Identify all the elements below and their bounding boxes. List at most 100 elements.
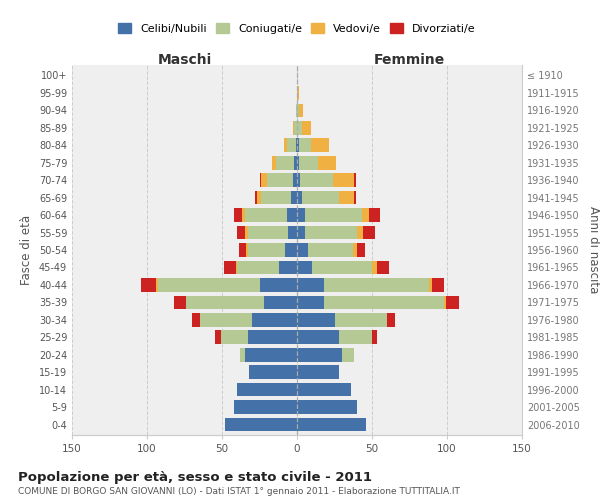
Bar (223, 260, 235, 274)
Bar (305, 226, 357, 239)
Bar (299, 156, 318, 170)
Bar (240, 348, 245, 362)
Bar (245, 208, 287, 222)
Bar (239, 243, 246, 257)
Bar (225, 418, 297, 432)
Bar (297, 383, 351, 396)
Bar (357, 226, 363, 239)
Bar (260, 174, 261, 187)
Bar (324, 296, 444, 309)
Bar (339, 191, 354, 204)
Bar (245, 348, 297, 362)
Bar (311, 138, 329, 152)
Bar (287, 138, 296, 152)
Bar (361, 208, 369, 222)
Bar (245, 226, 248, 239)
Bar (141, 278, 156, 291)
Bar (276, 156, 294, 170)
Text: Popolazione per età, sesso e stato civile - 2011: Popolazione per età, sesso e stato civil… (18, 471, 372, 484)
Bar (339, 330, 372, 344)
Bar (297, 243, 308, 257)
Bar (297, 191, 302, 204)
Bar (342, 348, 354, 362)
Bar (284, 138, 287, 152)
Bar (377, 260, 389, 274)
Bar (372, 330, 377, 344)
Bar (297, 156, 299, 170)
Bar (300, 174, 333, 187)
Bar (297, 121, 302, 134)
Bar (257, 191, 261, 204)
Bar (318, 156, 336, 170)
Bar (299, 104, 303, 117)
Bar (237, 226, 245, 239)
Bar (302, 191, 339, 204)
Bar (297, 348, 342, 362)
Bar (215, 330, 221, 344)
Bar (333, 174, 354, 187)
Bar (241, 208, 245, 222)
Bar (252, 313, 297, 326)
Bar (221, 330, 248, 344)
Bar (297, 138, 299, 152)
Bar (354, 174, 355, 187)
Bar (353, 243, 357, 257)
Bar (261, 191, 291, 204)
Bar (305, 208, 361, 222)
Bar (372, 260, 377, 274)
Bar (335, 313, 387, 326)
Bar (299, 138, 311, 152)
Bar (246, 243, 248, 257)
Bar (293, 174, 297, 187)
Y-axis label: Anni di nascita: Anni di nascita (587, 206, 599, 294)
Bar (156, 278, 157, 291)
Bar (248, 330, 297, 344)
Bar (324, 278, 429, 291)
Bar (267, 174, 293, 187)
Bar (296, 104, 297, 117)
Bar (297, 330, 339, 344)
Bar (354, 191, 355, 204)
Bar (237, 383, 297, 396)
Text: Femmine: Femmine (374, 52, 445, 66)
Bar (249, 366, 297, 379)
Bar (287, 208, 297, 222)
Bar (291, 191, 297, 204)
Bar (444, 296, 445, 309)
Bar (255, 191, 257, 204)
Bar (302, 121, 311, 134)
Bar (192, 313, 199, 326)
Bar (234, 400, 297, 414)
Bar (363, 226, 375, 239)
Bar (387, 313, 395, 326)
Bar (186, 296, 264, 309)
Bar (288, 226, 297, 239)
Text: COMUNE DI BORGO SAN GIOVANNI (LO) - Dati ISTAT 1° gennaio 2011 - Elaborazione TU: COMUNE DI BORGO SAN GIOVANNI (LO) - Dati… (18, 486, 460, 496)
Bar (312, 260, 372, 274)
Bar (157, 278, 260, 291)
Bar (308, 243, 353, 257)
Legend: Celibi/Nubili, Coniugati/e, Vedovi/e, Divorziati/e: Celibi/Nubili, Coniugati/e, Vedovi/e, Di… (114, 19, 480, 38)
Bar (297, 208, 305, 222)
Bar (174, 296, 186, 309)
Bar (369, 208, 380, 222)
Bar (234, 208, 241, 222)
Bar (297, 313, 335, 326)
Bar (445, 296, 459, 309)
Bar (297, 104, 299, 117)
Text: Maschi: Maschi (157, 52, 212, 66)
Bar (248, 243, 285, 257)
Bar (235, 260, 237, 274)
Bar (199, 313, 252, 326)
Bar (285, 243, 297, 257)
Bar (248, 226, 288, 239)
Bar (237, 260, 279, 274)
Bar (429, 278, 432, 291)
Bar (297, 278, 324, 291)
Bar (294, 156, 297, 170)
Bar (297, 296, 324, 309)
Bar (271, 156, 276, 170)
Bar (357, 243, 365, 257)
Bar (297, 418, 366, 432)
Bar (261, 174, 267, 187)
